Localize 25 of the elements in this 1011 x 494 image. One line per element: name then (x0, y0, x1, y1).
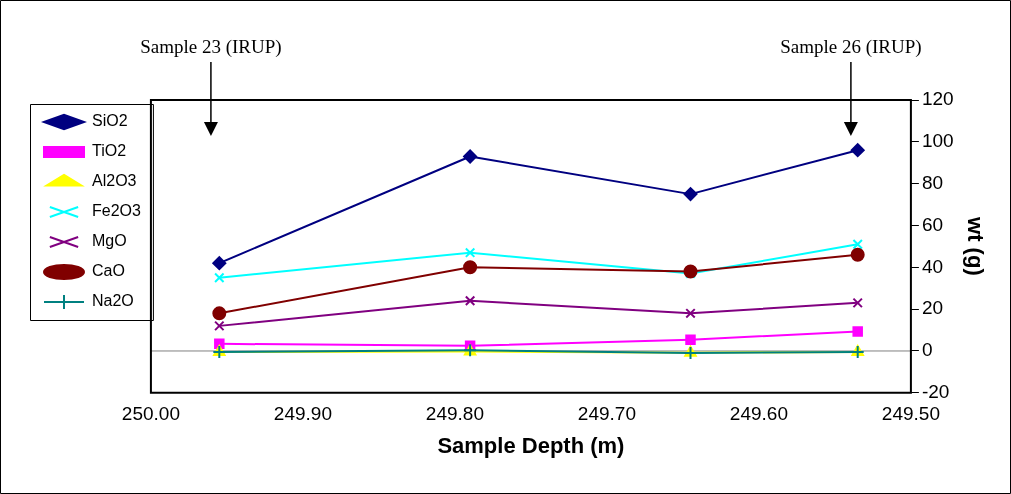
legend-label: SiO2 (92, 112, 128, 130)
x-tick-label: 250.00 (121, 403, 180, 425)
y-tick-label: 20 (921, 297, 944, 319)
x-tick-label: 249.80 (425, 403, 484, 425)
legend-label: Na2O (92, 292, 134, 310)
legend-label: CaO (92, 262, 125, 280)
text: Sample 26 (IRUP) (780, 35, 922, 58)
text: Sample 23 (IRUP) (140, 35, 282, 58)
y-tick-label: 120 (921, 88, 954, 110)
legend-label: MgO (92, 232, 127, 250)
x-tick-label: 249.90 (273, 403, 332, 425)
y-tick-label: 40 (921, 255, 944, 277)
y-tick-label: 60 (921, 213, 944, 235)
y-tick-label: 100 (921, 130, 954, 152)
x-tick-label: 249.70 (577, 403, 636, 425)
y-tick-label: -20 (921, 381, 950, 403)
y-tick-label: 0 (921, 339, 933, 361)
y-tick-label: 80 (921, 171, 944, 193)
legend-label: TiO2 (92, 142, 127, 160)
y-axis-title: wt (g) (962, 216, 988, 276)
x-tick-label: 249.60 (729, 403, 788, 425)
x-axis-title: Sample Depth (m) (437, 432, 625, 458)
legend-label: Fe2O3 (92, 202, 142, 220)
legend-label: Al2O3 (92, 172, 137, 190)
x-tick-label: 249.50 (881, 403, 940, 425)
